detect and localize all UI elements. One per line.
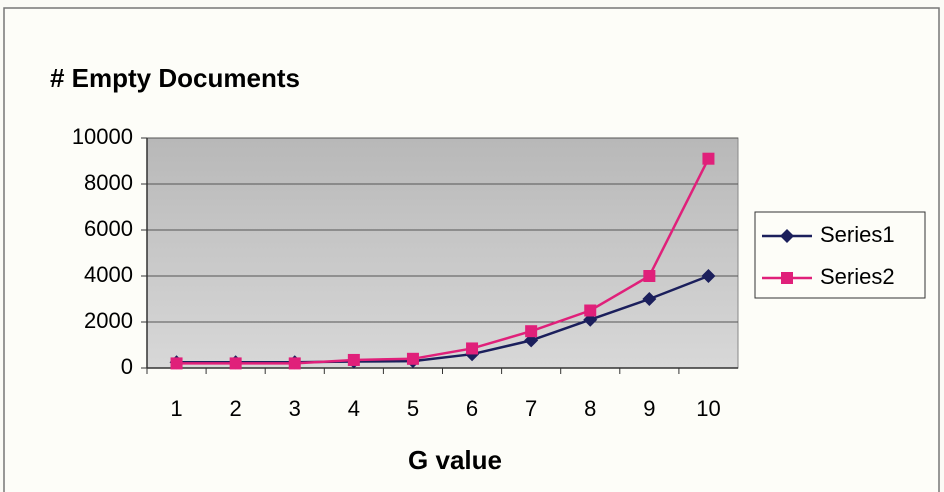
y-tick-label: 0	[121, 354, 133, 379]
x-tick-label: 7	[525, 396, 537, 421]
marker-square	[288, 357, 301, 370]
y-tick-label: 2000	[84, 308, 133, 333]
marker-square	[525, 325, 538, 338]
y-tick-label: 4000	[84, 262, 133, 287]
x-tick-label: 9	[643, 396, 655, 421]
y-tick-label: 6000	[84, 216, 133, 241]
marker-square	[229, 357, 242, 370]
marker-square	[466, 342, 479, 355]
legend-label: Series1	[820, 222, 895, 247]
marker-diamond	[642, 292, 657, 306]
marker-square	[781, 272, 793, 284]
y-tick-label: 10000	[72, 124, 133, 149]
x-tick-label: 10	[696, 396, 720, 421]
series-line	[176, 158, 710, 365]
marker-square	[584, 304, 597, 317]
chart-title: # Empty Documents	[50, 63, 300, 93]
y-tick-label: 8000	[84, 170, 133, 195]
x-tick-label: 6	[466, 396, 478, 421]
marker-square	[347, 353, 360, 366]
marker-square	[643, 270, 656, 282]
plot-area	[146, 137, 739, 369]
legend-label: Series2	[820, 264, 895, 289]
x-axis-label: G value	[408, 445, 502, 475]
x-tick-label: 4	[348, 396, 360, 421]
marker-diamond	[701, 269, 716, 283]
marker-square	[702, 152, 715, 165]
x-tick-label: 8	[584, 396, 596, 421]
marker-square	[170, 357, 183, 370]
marker-square	[406, 352, 419, 365]
x-tick-label: 2	[230, 396, 242, 421]
marker-diamond	[780, 229, 794, 243]
x-tick-label: 1	[170, 396, 182, 421]
x-tick-label: 3	[289, 396, 301, 421]
x-tick-label: 5	[407, 396, 419, 421]
